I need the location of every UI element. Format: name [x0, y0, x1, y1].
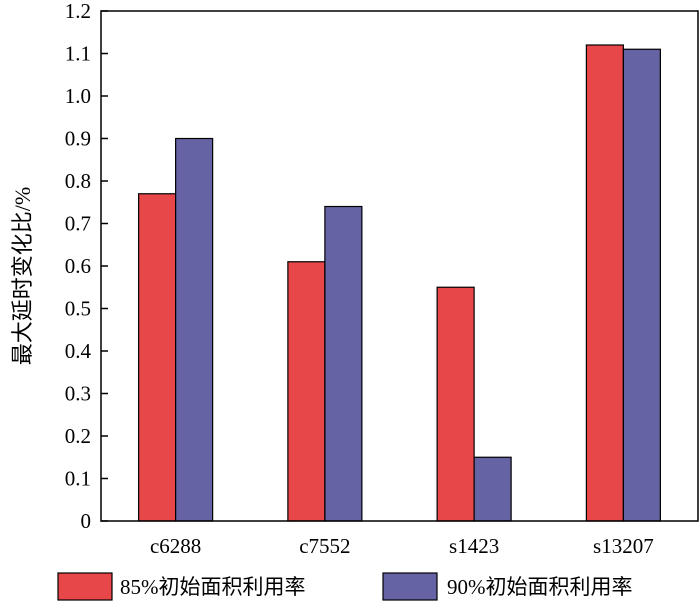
x-axis-labels: c6288 c7552 s1423 s13207 — [150, 534, 654, 558]
y-tick-label: 0.5 — [65, 297, 91, 321]
y-tick-label: 0.3 — [65, 382, 91, 406]
y-tick-label: 0.6 — [65, 254, 91, 278]
bar-s13207-series-2 — [622, 48, 661, 522]
y-tick-label: 0.9 — [65, 127, 91, 151]
x-tick-label: c6288 — [150, 534, 201, 558]
x-tick-label: s13207 — [593, 534, 654, 558]
y-tick-label: 0.4 — [65, 339, 92, 363]
y-axis-ticks: 0 0.1 0.2 0.3 0.4 0.5 0.6 0.7 0.8 0.9 1.0 1.1 1.2 — [65, 0, 108, 533]
y-tick-label: 0.8 — [65, 169, 91, 193]
bar-c7552-series-1 — [287, 261, 326, 522]
y-tick-label: 1.1 — [65, 42, 91, 66]
legend-label-series-1: 85%初始面积利用率 — [120, 575, 306, 599]
y-tick-label: 0 — [81, 509, 92, 533]
legend-swatch-series-1 — [57, 572, 113, 601]
x-tick-label: s1423 — [449, 534, 499, 558]
legend-label-series-2: 90%初始面积利用率 — [447, 575, 633, 599]
x-tick-label: c7552 — [299, 534, 350, 558]
bar-c6288-series-2 — [175, 137, 214, 522]
y-tick-label: 0.1 — [65, 467, 91, 491]
bar-c6288-series-1 — [138, 193, 177, 522]
y-tick-label: 0.7 — [65, 212, 91, 236]
y-tick-label: 1.2 — [65, 0, 91, 23]
bar-s1423-series-2 — [473, 456, 512, 522]
y-axis-label: 最大延时变化比/% — [10, 187, 35, 365]
bar-c7552-series-2 — [324, 205, 363, 522]
legend: 85%初始面积利用率 90%初始面积利用率 — [57, 572, 633, 601]
y-tick-label: 1.0 — [65, 84, 91, 108]
plot-frame — [100, 10, 699, 522]
y-tick-label: 0.2 — [65, 424, 91, 448]
bars — [138, 44, 661, 522]
legend-swatch-series-2 — [382, 572, 438, 601]
bar-s13207-series-1 — [585, 44, 624, 522]
bar-s1423-series-1 — [436, 286, 475, 522]
